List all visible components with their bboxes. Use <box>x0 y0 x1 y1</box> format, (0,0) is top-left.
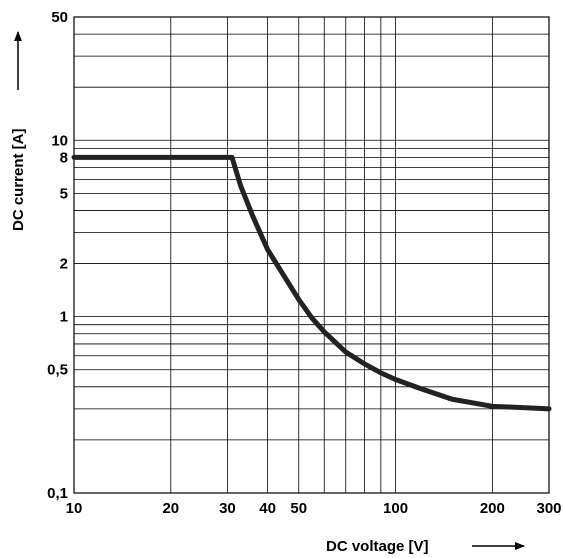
y-tick-label: 2 <box>60 256 68 273</box>
x-axis-label: DC voltage [V] <box>326 538 429 555</box>
series-line <box>71 154 552 412</box>
x-tick-label: 100 <box>383 500 408 517</box>
grid-lines <box>73 16 550 494</box>
y-tick-label: 50 <box>51 9 68 26</box>
x-tick-labels: 10 20 30 40 50 100 200 300 <box>66 500 562 517</box>
x-tick-label: 10 <box>66 500 83 517</box>
y-tick-label: 1 <box>60 309 68 326</box>
y-tick-label: 5 <box>60 185 68 202</box>
x-tick-label: 20 <box>162 500 179 517</box>
plot-frame <box>73 16 550 494</box>
y-tick-labels: 0,1 0,5 1 2 5 810 50 <box>47 9 68 502</box>
y-tick-label: 0,1 <box>47 485 68 502</box>
y-tick-label: 8 <box>60 149 68 166</box>
x-tick-label: 40 <box>259 500 276 517</box>
x-tick-label: 50 <box>290 500 307 517</box>
y-tick-label: 10 <box>51 132 68 149</box>
x-tick-label: 200 <box>480 500 505 517</box>
x-tick-label: 300 <box>536 500 561 517</box>
y-tick-label: 0,5 <box>47 362 68 379</box>
y-axis-label: DC current [A] <box>10 128 27 231</box>
x-tick-label: 30 <box>219 500 236 517</box>
